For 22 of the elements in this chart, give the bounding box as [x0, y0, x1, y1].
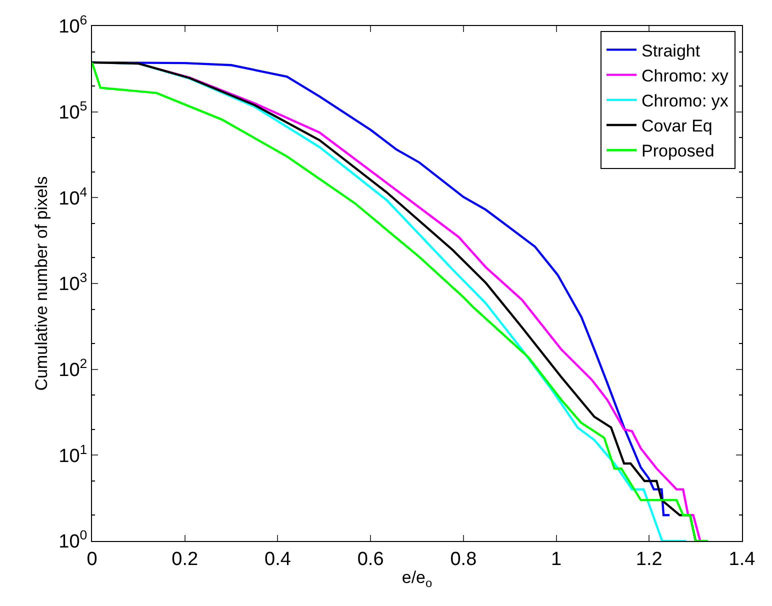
- legend-label: Straight: [642, 41, 700, 60]
- x-tick-label: 1.2: [636, 548, 662, 570]
- legend-label: Chromo: yx: [642, 92, 729, 111]
- x-tick-label: 0.6: [357, 548, 384, 570]
- x-tick-label: 0: [86, 548, 98, 570]
- y-tick-label: 10$^{1}$: [58, 442, 88, 467]
- y-axis-title: Cumulative number of pixels: [32, 176, 52, 391]
- y-tick-label: 10$^{2}$: [58, 356, 88, 381]
- y-tick-label: 10$^{6}$: [58, 12, 88, 38]
- x-tick-label: 1: [551, 548, 562, 570]
- x-tick-label: 0.4: [264, 548, 292, 570]
- legend-label: Chromo: xy: [642, 66, 729, 86]
- x-tick-label: 1.4: [728, 548, 756, 570]
- y-tick-label: 10$^{5}$: [58, 98, 88, 124]
- x-axis-title: e/e$_{o}$: [402, 568, 433, 590]
- legend-label: Proposed: [642, 142, 714, 161]
- y-tick-label: 10$^{3}$: [58, 270, 88, 296]
- y-tick-label: 10$^{0}$: [58, 528, 88, 553]
- legend-label: Covar Eq: [642, 116, 712, 136]
- y-tick-label: 10$^{4}$: [58, 184, 88, 210]
- x-tick-label: 0.2: [172, 548, 198, 570]
- x-tick-label: 0.8: [450, 548, 477, 570]
